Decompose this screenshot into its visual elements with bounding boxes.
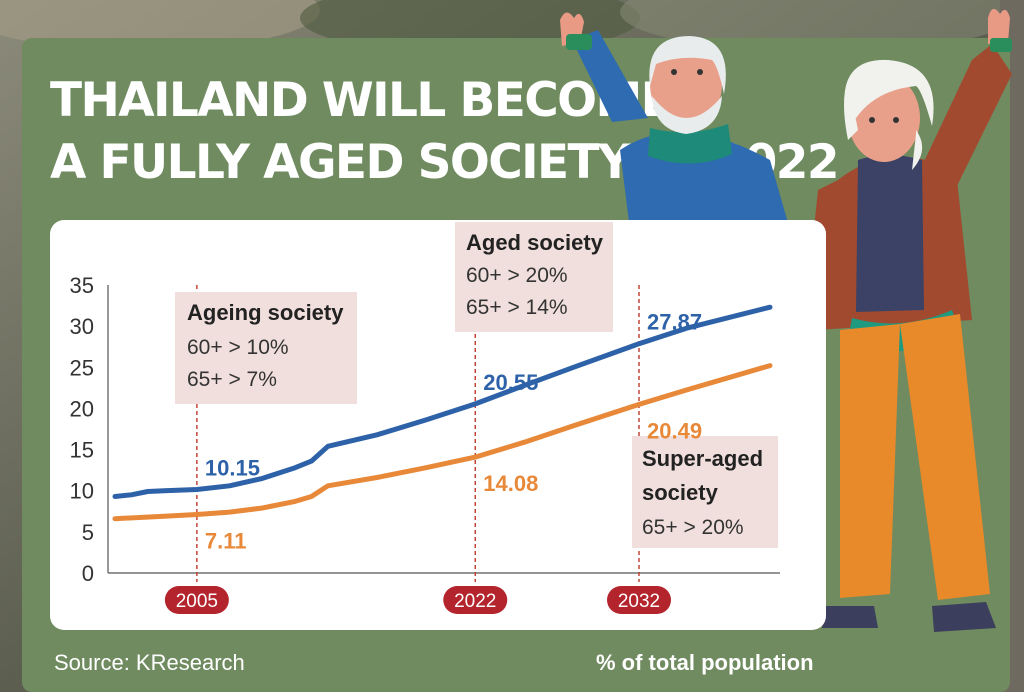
line-chart: 0 5 10 15 20 25 30 35 Ageing society 60+ > 10% … [70,222,780,614]
y-tick-label: 35 [70,273,94,298]
y-tick-label: 15 [70,438,94,463]
annotation-title: Ageing society [187,300,344,325]
y-tick-label: 5 [82,520,94,545]
title-line-1: THAILAND WILL BECOME [50,73,673,128]
unit-label: % of total population [596,650,814,675]
milestone-year-label: 2005 [176,591,218,612]
data-label: 20.49 [647,418,702,443]
annotation-line: 65+ > 20% [642,516,744,539]
y-tick-label: 30 [70,314,94,339]
y-tick-label: 0 [82,561,94,586]
annotation-ageing-society: Ageing society 60+ > 10% 65+ > 7% [175,292,357,404]
chart-card: 0 5 10 15 20 25 30 35 Ageing society 60+ > 10% … [50,220,826,630]
data-label: 10.15 [205,455,260,480]
annotation-title-word: society [642,480,719,505]
milestone-pill [607,586,671,614]
data-label: 27.87 [647,310,702,335]
series-line-60plus [112,304,773,499]
data-label: 14.08 [483,471,538,496]
y-tick-label: 20 [70,396,94,421]
annotation-title-word: Super-aged [642,446,763,471]
annotation-box [632,436,778,548]
y-tick-label: 10 [70,479,94,504]
infographic-title: THAILAND WILL BECOME A FULLY AGED SOCIET… [50,70,840,194]
milestone-year-label: 2032 [618,591,660,612]
milestone-pill [164,586,229,614]
annotation-title: Aged society [466,230,604,255]
annotation-line: 65+ > 14% [466,296,568,319]
annotation-box [455,222,613,332]
annotation-super-aged-society: Super-aged society 65+ > 20% [632,436,778,548]
annotation-line: 60+ > 10% [187,336,289,359]
annotation-aged-society: Aged society 60+ > 20% 65+ > 14% [455,222,613,332]
annotation-line: 60+ > 20% [466,264,568,287]
milestone-pill [443,586,508,614]
annotation-title: Super-aged society [642,446,763,505]
source-note: Source: KResearch [54,650,245,675]
annotation-line: 65+ > 7% [187,368,277,391]
title-line-2: A FULLY AGED SOCIETY IN 2022 [50,135,840,191]
annotation-box [175,292,357,404]
series-line-65plus [112,363,773,522]
y-tick-label: 25 [70,355,94,380]
data-label: 20.55 [483,370,538,395]
data-label: 7.11 [205,528,247,553]
milestone-year-label: 2022 [454,591,496,612]
